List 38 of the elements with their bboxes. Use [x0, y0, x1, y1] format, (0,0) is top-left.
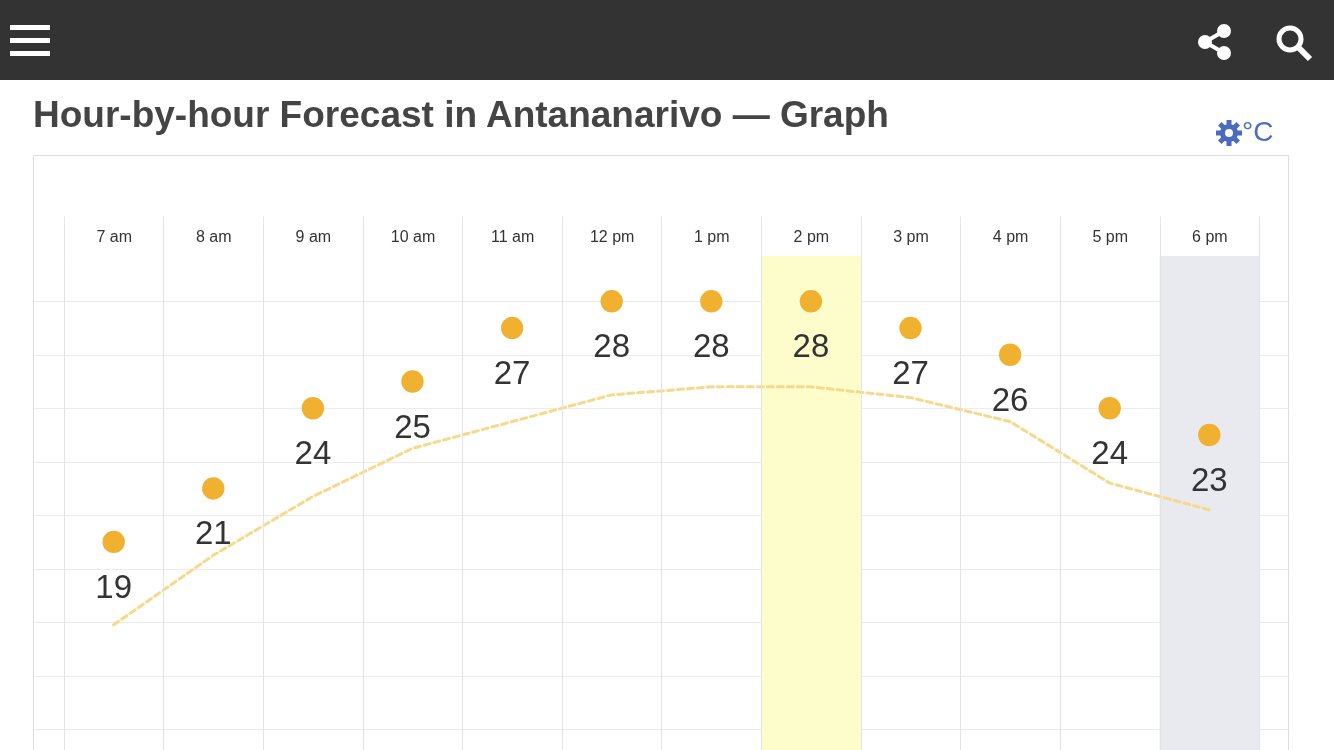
data-label: 28: [692, 327, 730, 365]
point: [998, 343, 1022, 366]
x-tick-label: 6 pm: [1192, 227, 1228, 245]
x-tick-label: 7 am: [96, 227, 132, 245]
x-tick-label: 9 am: [295, 227, 332, 245]
point: [1098, 397, 1121, 420]
x-tick-label: 4 pm: [992, 227, 1029, 245]
x-tick-label: 3 pm: [893, 227, 929, 245]
x-tick-label: 8 am: [196, 227, 232, 245]
x-tick-label: 1 pm: [694, 227, 730, 245]
x-tick-label: 11 am: [490, 227, 535, 245]
x-tick-label: 2 pm: [793, 227, 830, 245]
data-label: 28: [792, 327, 830, 365]
point: [799, 290, 823, 313]
point: [401, 370, 424, 393]
x-tick-label: 10 am: [390, 227, 436, 245]
point: [899, 316, 922, 340]
x-tick-label: 12 pm: [589, 227, 635, 245]
point: [1198, 423, 1221, 447]
point: [301, 397, 325, 420]
data-label: 25: [394, 407, 431, 445]
data-label: 26: [991, 380, 1029, 418]
data-label: 24: [294, 434, 332, 472]
data-label: 24: [1091, 434, 1129, 472]
text: °C: [1242, 116, 1274, 148]
data-label: 28: [593, 327, 631, 365]
point: [700, 290, 723, 313]
x-tick-label: 5 pm: [1092, 227, 1128, 245]
point: [202, 477, 225, 500]
chart-title: Hour-by-hour Forecast in Antananarivo — Graph: [33, 94, 889, 136]
data-label: 27: [493, 354, 531, 392]
point: [500, 316, 524, 340]
data-label: 19: [95, 567, 133, 605]
point: [102, 530, 125, 554]
data-label: 27: [892, 354, 929, 392]
point: [600, 290, 623, 313]
data-label: 21: [194, 514, 232, 552]
data-label: 23: [1190, 460, 1228, 498]
